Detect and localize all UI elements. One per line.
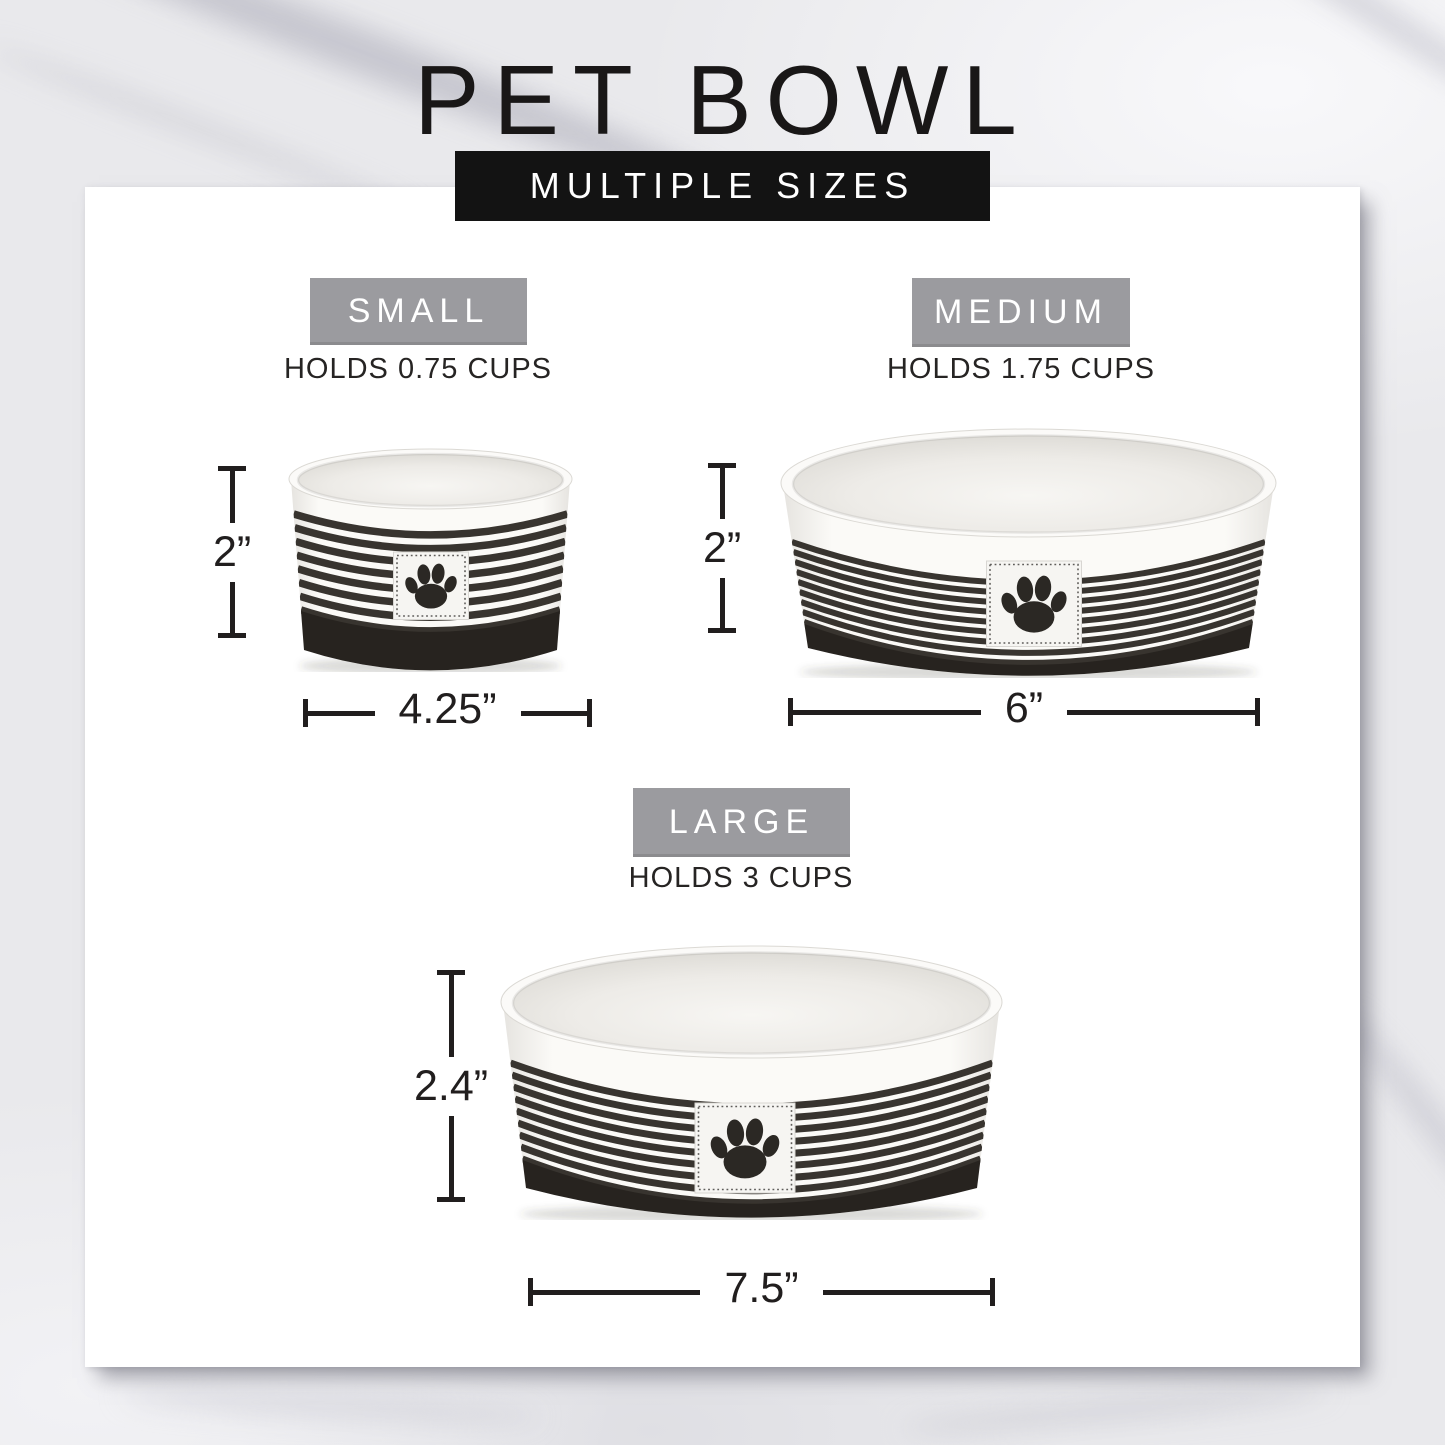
dimension-cap bbox=[990, 1278, 996, 1306]
paw-icon bbox=[694, 1102, 796, 1194]
dimension-line bbox=[719, 468, 725, 519]
marble-vein bbox=[899, 1379, 1331, 1441]
height-dimension-large: 2.4” bbox=[414, 970, 488, 1202]
dimension-line bbox=[719, 577, 725, 628]
dimension-line bbox=[229, 471, 235, 523]
size-label-small-text: SMALL bbox=[347, 292, 490, 330]
dimension-line bbox=[1067, 709, 1256, 715]
width-value-small: 4.25” bbox=[398, 684, 497, 733]
dimension-cap bbox=[528, 1278, 533, 1306]
bowl-image-large bbox=[500, 945, 1003, 1220]
size-label-medium-text: MEDIUM bbox=[934, 293, 1108, 331]
bowl-image-medium bbox=[780, 428, 1277, 678]
width-value-large: 7.5” bbox=[724, 1263, 799, 1312]
size-label-small: SMALL bbox=[310, 278, 527, 345]
width-dimension-medium: 6” bbox=[788, 683, 1261, 736]
dimension-cap bbox=[788, 698, 793, 726]
dimension-line bbox=[448, 975, 454, 1057]
size-label-medium: MEDIUM bbox=[912, 278, 1130, 347]
dimension-line bbox=[533, 1289, 701, 1295]
paw-icon bbox=[986, 560, 1082, 647]
dimension-cap bbox=[587, 699, 593, 727]
height-value-medium: 2” bbox=[703, 523, 742, 572]
dimension-line bbox=[520, 710, 588, 716]
dimension-cap bbox=[218, 633, 247, 638]
size-label-large-text: LARGE bbox=[668, 803, 815, 841]
size-label-large: LARGE bbox=[633, 788, 850, 857]
height-value-large: 2.4” bbox=[414, 1061, 489, 1110]
width-value-medium: 6” bbox=[1004, 683, 1044, 732]
bowl-image-small bbox=[288, 448, 573, 672]
sizes-banner: MULTIPLE SIZES bbox=[455, 151, 990, 221]
dimension-cap bbox=[303, 699, 308, 727]
dimension-cap bbox=[218, 466, 247, 471]
marble-vein bbox=[119, 1384, 541, 1428]
height-dimension-small: 2” bbox=[213, 466, 251, 638]
dimension-line bbox=[793, 709, 981, 715]
dimension-cap bbox=[708, 463, 737, 468]
holds-text-medium: HOLDS 1.75 CUPS bbox=[886, 353, 1156, 385]
dimension-cap bbox=[708, 628, 737, 633]
dimension-line bbox=[308, 710, 375, 716]
dimension-cap bbox=[437, 970, 466, 975]
dimension-line bbox=[229, 581, 235, 633]
dimension-cap bbox=[437, 1197, 466, 1202]
height-dimension-medium: 2” bbox=[703, 463, 741, 633]
dimension-line bbox=[822, 1289, 991, 1295]
holds-text-small: HOLDS 0.75 CUPS bbox=[283, 353, 553, 385]
holds-text-large: HOLDS 3 CUPS bbox=[628, 862, 854, 894]
width-dimension-large: 7.5” bbox=[528, 1263, 996, 1316]
dimension-cap bbox=[1255, 698, 1261, 726]
paw-icon bbox=[393, 551, 469, 620]
height-value-small: 2” bbox=[213, 527, 252, 576]
page-title: PET BOWL bbox=[414, 45, 1031, 155]
dimension-line bbox=[448, 1115, 454, 1197]
width-dimension-small: 4.25” bbox=[303, 684, 593, 737]
sizes-banner-label: MULTIPLE SIZES bbox=[529, 165, 916, 206]
